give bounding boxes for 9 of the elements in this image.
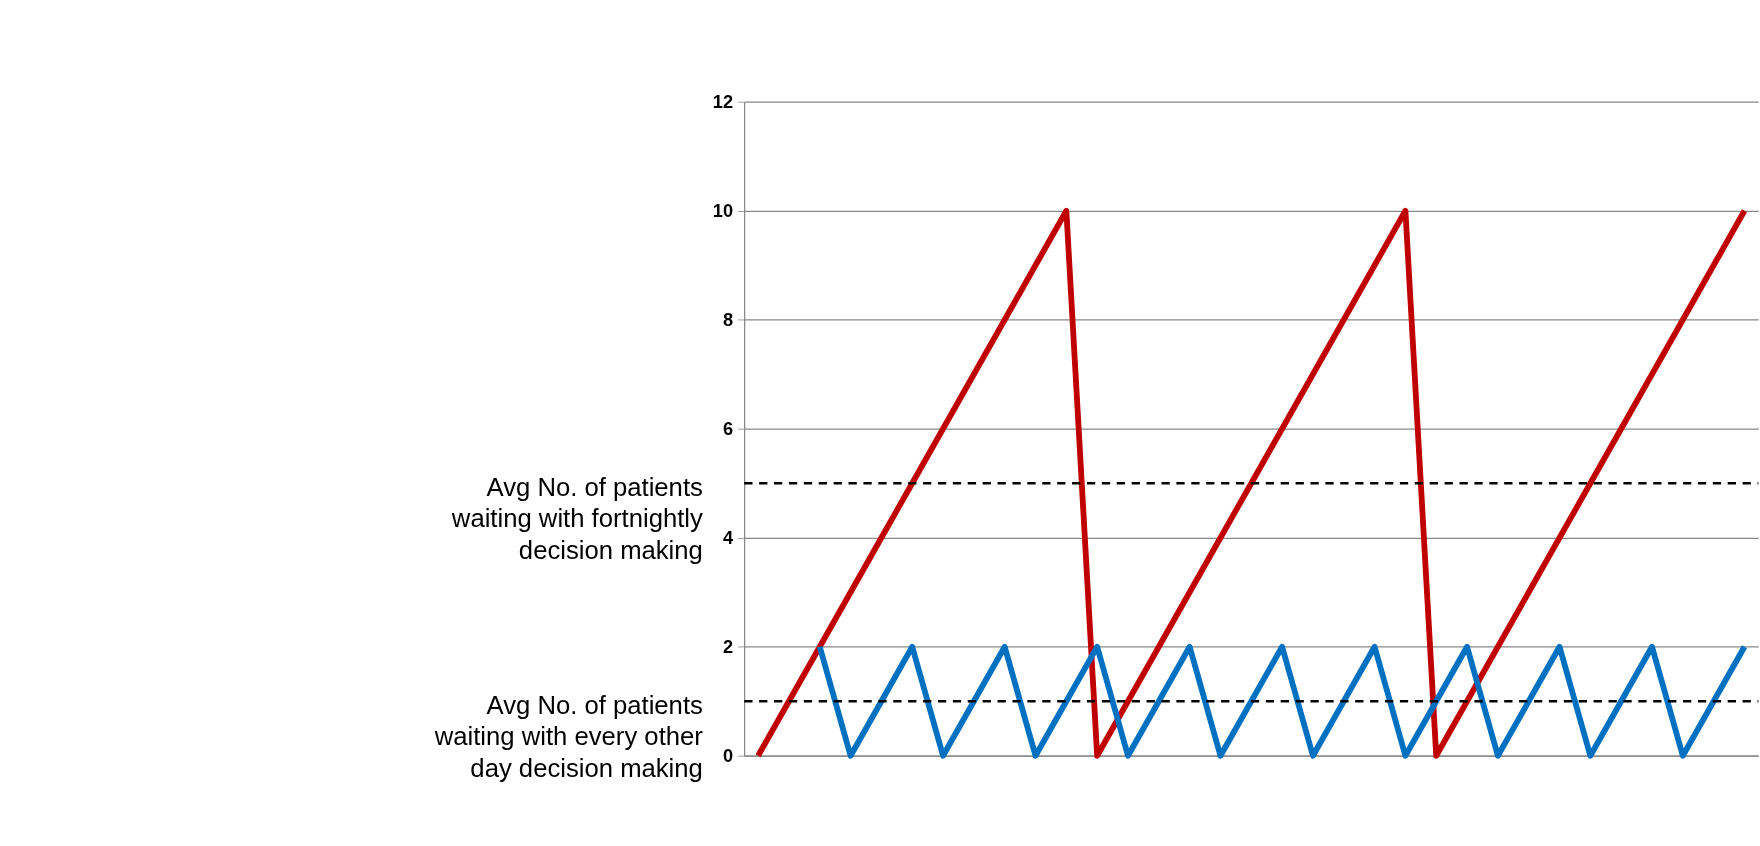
- y-tick-label: 4: [722, 527, 734, 548]
- y-tick-label: 10: [712, 200, 734, 221]
- y-tick-label: 2: [722, 636, 734, 657]
- ref-line-label: Avg No. of patients waiting with every other day decision making: [433, 690, 704, 782]
- y-tick-label: 8: [722, 309, 734, 330]
- ref-line-label: Avg No. of patients waiting with fortnightly decision making: [450, 472, 703, 564]
- y-tick-label: 6: [722, 418, 734, 439]
- y-tick-label: 0: [722, 745, 734, 766]
- y-tick-label: 12: [712, 91, 734, 112]
